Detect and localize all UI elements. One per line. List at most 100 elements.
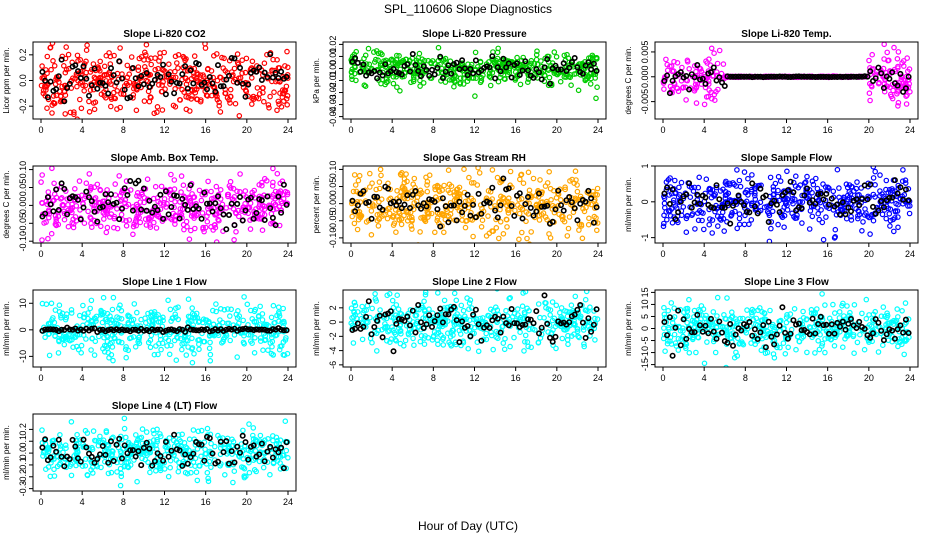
overlay-point xyxy=(468,213,472,217)
data-point xyxy=(814,176,818,180)
data-point xyxy=(269,315,273,319)
data-point xyxy=(565,234,569,238)
data-point xyxy=(412,343,416,347)
data-point xyxy=(576,88,580,92)
data-point xyxy=(833,228,837,232)
panel-title: Slope Line 2 Flow xyxy=(432,277,517,288)
data-point xyxy=(110,307,114,311)
x-tick-label: 16 xyxy=(511,373,521,383)
data-point xyxy=(200,211,204,215)
data-point xyxy=(385,216,389,220)
data-point xyxy=(271,166,275,170)
data-point xyxy=(360,304,364,308)
data-point xyxy=(721,210,725,214)
x-tick-label: 4 xyxy=(702,249,707,259)
data-point xyxy=(785,208,789,212)
overlay-point xyxy=(186,208,190,212)
overlay-point xyxy=(476,192,480,196)
x-tick-label: 0 xyxy=(38,249,43,259)
overlay-point xyxy=(712,65,716,69)
data-point xyxy=(735,226,739,230)
data-point xyxy=(370,306,374,310)
overlay-point xyxy=(463,204,467,208)
x-tick-label: 0 xyxy=(660,249,665,259)
data-point xyxy=(508,344,512,348)
overlay-point xyxy=(263,218,267,222)
data-point xyxy=(715,314,719,318)
data-point xyxy=(776,175,780,179)
data-point xyxy=(192,352,196,356)
data-point xyxy=(103,64,107,68)
overlay-point xyxy=(59,181,63,185)
data-point xyxy=(105,225,109,229)
y-tick-label: 0 xyxy=(328,320,338,325)
overlay-point xyxy=(684,192,688,196)
overlay-point xyxy=(775,203,779,207)
overlay-point xyxy=(224,227,228,231)
data-point xyxy=(66,52,70,56)
data-point xyxy=(503,337,507,341)
data-point xyxy=(79,351,83,355)
overlay-point xyxy=(405,62,409,66)
data-point xyxy=(595,186,599,190)
data-point xyxy=(56,351,60,355)
data-point xyxy=(203,46,207,50)
overlay-point xyxy=(191,81,195,85)
overlay-point xyxy=(260,78,264,82)
overlay-point xyxy=(573,206,577,210)
data-point xyxy=(904,102,908,106)
data-point xyxy=(51,94,55,98)
overlay-point xyxy=(158,193,162,197)
data-point xyxy=(418,230,422,234)
overlay-point xyxy=(824,192,828,196)
overlay-point xyxy=(468,334,472,338)
x-tick-label: 4 xyxy=(390,125,395,135)
data-point xyxy=(138,220,142,224)
data-point xyxy=(207,346,211,350)
data-point xyxy=(520,230,524,234)
data-point xyxy=(870,53,874,57)
data-point xyxy=(725,296,729,300)
data-point xyxy=(352,221,356,225)
data-point xyxy=(124,356,128,360)
y-tick-label: -10 xyxy=(18,350,28,363)
x-tick-label: 4 xyxy=(702,125,707,135)
data-point xyxy=(513,208,517,212)
data-point xyxy=(284,84,288,88)
overlay-point xyxy=(380,73,384,77)
data-point xyxy=(219,188,223,192)
data-point xyxy=(51,59,55,63)
data-point xyxy=(209,189,213,193)
data-point xyxy=(394,230,398,234)
data-point xyxy=(664,57,668,61)
data-point xyxy=(260,318,264,322)
data-point xyxy=(524,333,528,337)
x-tick-label: 8 xyxy=(121,125,126,135)
data-point xyxy=(349,306,353,310)
overlay-point xyxy=(276,194,280,198)
overlay-point xyxy=(562,208,566,212)
data-point xyxy=(218,318,222,322)
data-point xyxy=(503,347,507,351)
data-point xyxy=(737,216,741,220)
y-tick-label: 0.000 xyxy=(640,66,650,89)
data-point xyxy=(109,104,113,108)
data-point xyxy=(810,214,814,218)
overlay-point xyxy=(114,80,118,84)
y-tick-label: -0.005 xyxy=(640,89,650,115)
data-point xyxy=(710,231,714,235)
data-point xyxy=(369,233,373,237)
data-point xyxy=(749,218,753,222)
data-point xyxy=(867,313,871,317)
data-point xyxy=(473,50,477,54)
overlay-point xyxy=(48,79,52,83)
series-points xyxy=(661,42,912,108)
data-point xyxy=(62,342,66,346)
data-point xyxy=(473,94,477,98)
data-point xyxy=(391,298,395,302)
data-point xyxy=(547,75,551,79)
